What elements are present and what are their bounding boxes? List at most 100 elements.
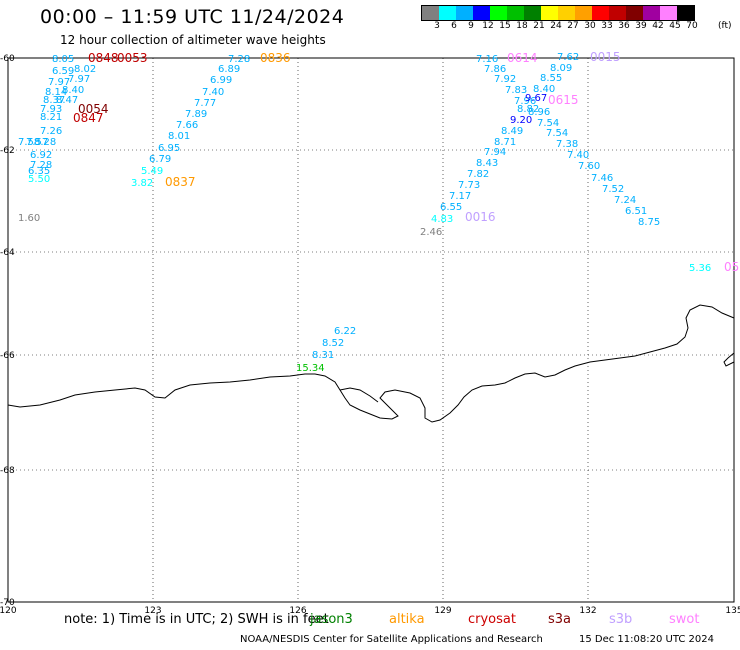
coastline-inlet [339,387,379,403]
wave-height-value: 7.58 [18,137,40,148]
latitude-label: -60 [0,54,15,64]
color-scale-tick: 39 [635,21,647,31]
wave-height-value: 2.46 [420,227,442,238]
wave-height-value: 7.73 [458,180,480,191]
color-swatch [677,6,694,20]
latitude-label: -66 [0,351,15,361]
wave-height-value: 7.97 [48,77,70,88]
color-scale-tick: 36 [618,21,630,31]
color-swatch [626,6,643,20]
legend-satellite: s3a [548,612,572,627]
color-scale-unit: (ft) [718,21,732,31]
wave-height-value: 8.82 [517,104,539,115]
pass-time-label: 0614 [507,51,538,65]
graticule [8,58,734,602]
longitude-labels: 120 123 126 129 132 135 [0,606,740,616]
legend-satellite: jason3 [310,612,353,627]
wave-height-value: 6.95 [158,143,180,154]
color-swatch [660,6,677,20]
latitude-labels: -60 -62 -64 -66 -68 -70 [0,54,15,608]
wave-height-value: 8.14 [45,87,67,98]
legend-satellite: swot [669,612,700,627]
wave-height-value: 6.59 [52,66,74,77]
page-title: 00:00 – 11:59 UTC 11/24/2024 [40,6,345,28]
wave-height-value: 5.36 [689,263,711,274]
color-swatch [456,6,473,20]
color-swatch [439,6,456,20]
color-scale-tick: 6 [451,21,457,31]
color-swatch [643,6,660,20]
wave-height-value: 7.54 [546,128,568,139]
color-swatch [609,6,626,20]
latitude-label: -64 [0,248,15,258]
pass-time-label: 0848 [88,51,119,65]
color-scale-tick: 18 [516,21,528,31]
wave-height-value: 7.52 [602,184,624,195]
page-subtitle: 12 hour collection of altimeter wave hei… [60,33,326,47]
wave-height-value: 7.40 [202,87,224,98]
wave-height-value: 7.89 [185,109,207,120]
latitude-label: -70 [0,598,15,608]
color-scale-tick: 45 [669,21,681,31]
wave-height-value: 8.31 [312,350,334,361]
color-swatch [592,6,609,20]
wave-height-value: 6.51 [625,206,647,217]
color-swatch [524,6,541,20]
legend-satellite: cryosat [468,612,516,627]
wave-height-value: 7.83 [505,85,527,96]
pass-time-label: 0615 [548,93,579,107]
pass-time-label: 0837 [165,175,196,189]
longitude-label: 132 [579,606,596,616]
wave-height-observations: 8.058.026.597.977.978.408.148.478.377.93… [18,52,711,374]
color-scale-tick: 12 [482,21,494,31]
longitude-label: 123 [144,606,161,616]
wave-height-value: 6.92 [30,150,52,161]
color-scale-tick: 30 [584,21,596,31]
wave-height-value: 6.79 [149,154,171,165]
color-scale-tick: 9 [468,21,474,31]
wave-height-value: 7.26 [40,126,62,137]
color-scale-tick: 42 [652,21,664,31]
wave-height-value: 8.43 [476,158,498,169]
wave-height-value: 7.40 [567,150,589,161]
wave-height-value: 7.17 [449,191,471,202]
wave-height-value: 8.49 [501,126,523,137]
antarctic-coastline [7,304,735,423]
wave-height-value: 7.28 [30,160,52,171]
wave-height-value: 8.96 [528,107,550,118]
pass-time-label: 0016 [465,210,496,224]
wave-height-value: 8.52 [322,338,344,349]
longitude-label: 120 [0,606,17,616]
footer-timestamp: 15 Dec 11:08:20 UTC 2024 [579,634,714,645]
pass-time-label: 0054 [78,102,109,116]
wave-height-value: 7.66 [176,120,198,131]
wave-height-value: 9.20 [510,115,532,126]
pass-time-label: 0015 [590,50,621,64]
wave-height-value: 8.71 [494,137,516,148]
pass-time-label: 05 [724,260,739,274]
wave-height-value: 7.60 [578,161,600,172]
wave-height-value: 8.40 [62,85,84,96]
wave-height-value: 7.94 [484,147,506,158]
wave-height-value: 5.49 [141,166,163,177]
wave-height-value: 4.83 [431,214,453,225]
wave-height-value: 3.82 [131,178,153,189]
wave-height-value: 8.21 [40,112,62,123]
wave-height-value: 6.22 [334,326,356,337]
color-scale-tick: 15 [499,21,511,31]
footer-org: NOAA/NESDIS Center for Satellite Applica… [240,634,543,645]
wave-height-value: 7.28 [228,54,250,65]
pass-time-label: 0053 [117,51,148,65]
color-scale-tick: 24 [550,21,562,31]
color-swatch [558,6,575,20]
color-scale-tick: 70 [686,21,698,31]
wave-height-value: 8.02 [74,64,96,75]
wave-height-value: 6.99 [210,75,232,86]
color-swatch [541,6,558,20]
coastline-east-tip [723,352,735,367]
color-scale-tick: 33 [601,21,613,31]
color-swatch [507,6,524,20]
color-swatch [575,6,592,20]
color-swatch [473,6,490,20]
